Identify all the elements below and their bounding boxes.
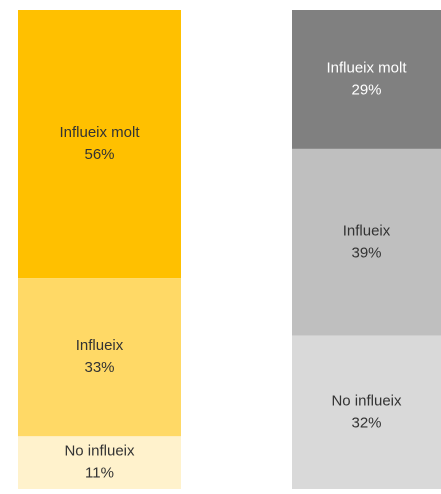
segment-label: No influeix [331,392,402,409]
bar-segment [292,148,441,336]
bar-segment [18,10,181,279]
segment-label: Influeix [76,337,124,354]
value-label: 39% [351,244,381,261]
bar-segment [18,436,181,489]
bar-segment [18,278,181,437]
segment-label: No influeix [64,443,135,460]
value-label: 29% [351,81,381,98]
bar-segment [292,10,441,149]
bar-segment [292,335,441,489]
value-label: 56% [84,146,114,163]
value-label: 11% [85,465,114,482]
segment-label: Influeix molt [59,124,140,141]
value-label: 32% [351,414,381,431]
segment-label: Influeix [343,222,391,239]
segment-label: Influeix molt [326,59,407,76]
value-label: 33% [84,359,114,376]
